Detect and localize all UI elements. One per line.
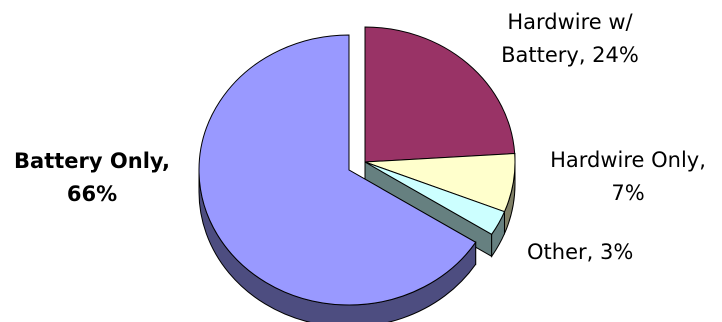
pie-label-hardwire-only-line-0: Hardwire Only, — [550, 148, 706, 172]
pie-label-battery-only: Battery Only, 66% — [14, 149, 170, 206]
pie-slice-hardwire-w-battery — [364, 26, 516, 163]
pie-labels: Hardwire w/Battery, 24% Hardwire Only, 7% O… — [14, 10, 706, 264]
pie-label-hardwire-w-battery-line-0: Hardwire w/ — [507, 10, 633, 34]
pie-label-battery-only-line-1: 66% — [67, 182, 117, 206]
pie-label-other: Other, 3% — [527, 240, 633, 264]
pie-slices — [198, 26, 516, 306]
pie-slice-battery-only — [198, 34, 477, 306]
pie-label-battery-only-line-0: Battery Only, — [14, 149, 170, 173]
pie-label-hardwire-only: Hardwire Only, 7% — [550, 148, 706, 205]
pie-label-hardwire-w-battery-line-1: Battery, 24% — [501, 43, 639, 67]
pie-slice-other — [364, 161, 506, 235]
pie-label-hardwire-w-battery: Hardwire w/Battery, 24% — [501, 10, 639, 67]
pie-label-hardwire-only-line-1: 7% — [611, 181, 644, 205]
pie-label-other-line-0: Other, 3% — [527, 240, 633, 264]
